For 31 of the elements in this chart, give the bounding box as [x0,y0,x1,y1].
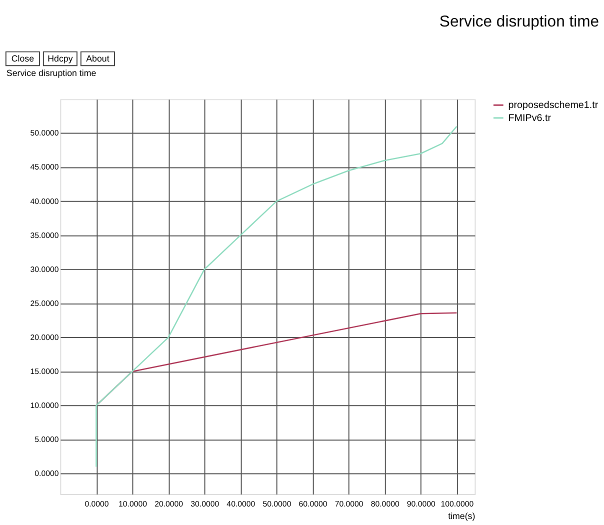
x-tick-label: 70.0000 [334,499,364,508]
y-tick-label: 30.0000 [30,264,60,274]
text: Close [11,54,34,64]
y-tick-label: 25.0000 [30,298,60,308]
line-series [96,126,458,468]
text: About [86,54,110,64]
text: Service disruption time [439,14,600,31]
y-tick-label: 0.0000 [34,469,60,478]
x-tick-label: 80.0000 [370,499,400,508]
y-axis-title: Service disruption time [6,68,96,78]
x-tick-label: 20.0000 [154,499,184,508]
y-tick-label: 10.0000 [30,400,60,410]
x-tick-label: 40.0000 [226,499,256,508]
y-tick-label: 50.0000 [30,128,60,138]
x-tick-label: 100.0000 [440,499,474,508]
x-tick-label: 10.0000 [118,499,148,508]
x-tick-label: 0.0000 [84,499,110,508]
legend-label: proposedscheme1.tr [508,100,599,112]
x-axis-title: time(s) [448,511,476,522]
y-tick-label: 15.0000 [30,366,60,376]
y-tick-label: 20.0000 [30,332,60,342]
y-tick-label: 35.0000 [30,230,60,240]
y-tick-label: 45.0000 [30,162,60,172]
x-tick-label: 30.0000 [190,499,220,508]
legend-label: FMIPv6.tr [508,112,552,124]
x-tick-label: 90.0000 [406,499,436,508]
y-tick-label: 5.0000 [34,434,60,444]
text: Hdcpy [48,54,74,64]
x-tick-label: 50.0000 [262,499,292,508]
x-tick-label: 60.0000 [298,499,328,508]
y-tick-label: 40.0000 [30,196,60,206]
